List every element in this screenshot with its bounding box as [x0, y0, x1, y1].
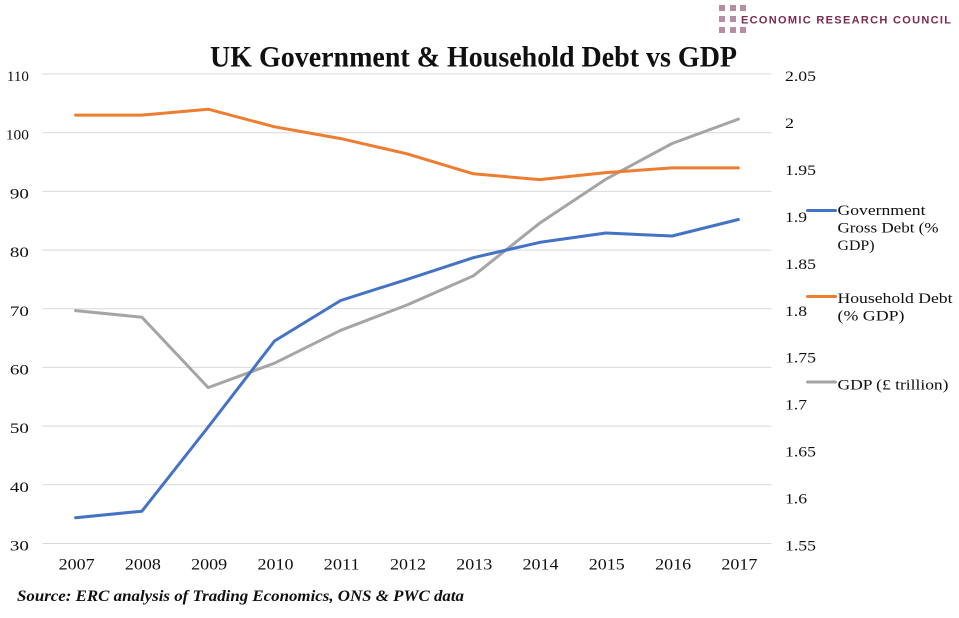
svg-text:1.6: 1.6 — [785, 492, 808, 508]
svg-text:2017: 2017 — [721, 557, 757, 574]
svg-text:1.85: 1.85 — [785, 257, 816, 273]
svg-text:80: 80 — [10, 245, 29, 261]
svg-text:2014: 2014 — [523, 557, 559, 574]
svg-text:Government: Government — [838, 203, 927, 219]
svg-text:Household Debt: Household Debt — [838, 291, 954, 307]
svg-text:UK Government & Household Debt: UK Government & Household Debt vs GDP — [210, 41, 737, 74]
svg-text:2012: 2012 — [390, 557, 426, 574]
svg-text:2.05: 2.05 — [785, 69, 816, 85]
svg-text:2: 2 — [785, 116, 794, 132]
svg-text:ECONOMIC RESEARCH COUNCIL: ECONOMIC RESEARCH COUNCIL — [741, 14, 951, 26]
svg-text:2010: 2010 — [258, 557, 294, 574]
svg-text:50: 50 — [10, 421, 29, 437]
svg-text:1.95: 1.95 — [785, 163, 816, 179]
svg-text:2013: 2013 — [456, 557, 492, 574]
svg-text:(% GDP): (% GDP) — [838, 309, 905, 325]
svg-text:2016: 2016 — [655, 557, 691, 574]
svg-text:1.75: 1.75 — [785, 351, 816, 367]
svg-text:1.55: 1.55 — [785, 539, 816, 555]
svg-text:40: 40 — [10, 480, 29, 496]
svg-text:70: 70 — [10, 304, 29, 320]
svg-text:2007: 2007 — [59, 557, 95, 574]
svg-text:2008: 2008 — [125, 557, 161, 574]
svg-text:GDP): GDP) — [838, 238, 875, 254]
svg-text:1.7: 1.7 — [785, 398, 808, 414]
svg-text:110: 110 — [7, 69, 29, 85]
svg-text:GDP (£ trillion): GDP (£ trillion) — [838, 378, 949, 394]
svg-text:1.65: 1.65 — [785, 445, 816, 461]
svg-text:2009: 2009 — [191, 557, 227, 574]
svg-text:100: 100 — [6, 128, 29, 144]
svg-text:90: 90 — [10, 186, 29, 202]
svg-text:Gross Debt (%: Gross Debt (% — [838, 221, 939, 237]
svg-text:1.8: 1.8 — [785, 304, 807, 320]
svg-text:2011: 2011 — [324, 557, 360, 574]
svg-text:1.9: 1.9 — [785, 210, 807, 226]
svg-text:Source: ERC analysis of Tradin: Source: ERC analysis of Trading Economic… — [17, 588, 464, 605]
svg-text:30: 30 — [10, 539, 29, 555]
svg-text:60: 60 — [10, 362, 29, 378]
svg-text:2015: 2015 — [589, 557, 625, 574]
